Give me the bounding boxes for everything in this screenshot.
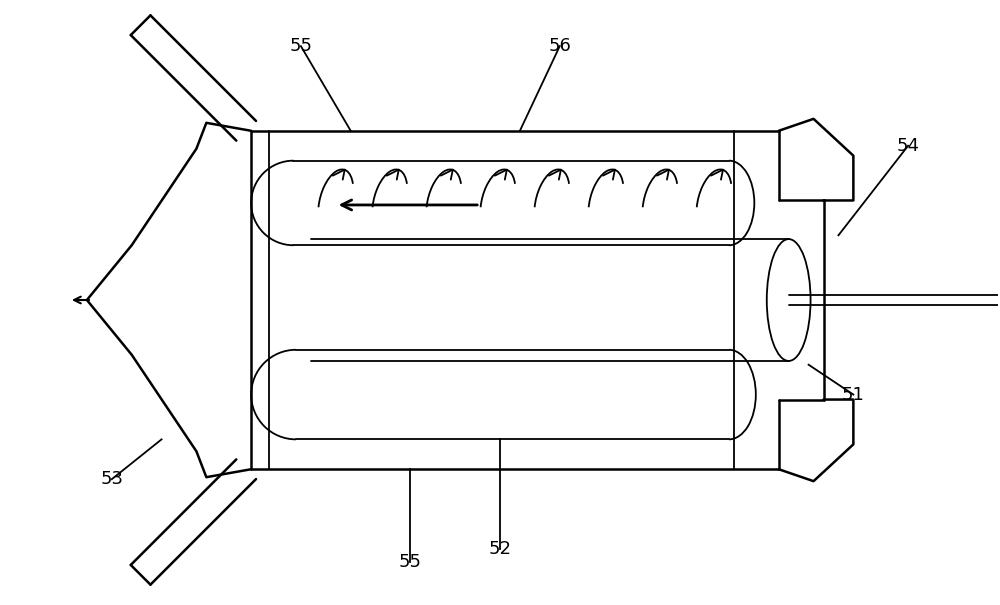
- Text: 52: 52: [488, 540, 512, 558]
- Text: 56: 56: [548, 37, 571, 55]
- Text: 53: 53: [100, 470, 123, 488]
- Text: 54: 54: [897, 137, 920, 155]
- Text: 51: 51: [842, 385, 865, 404]
- Text: 55: 55: [289, 37, 312, 55]
- Text: 55: 55: [399, 553, 422, 571]
